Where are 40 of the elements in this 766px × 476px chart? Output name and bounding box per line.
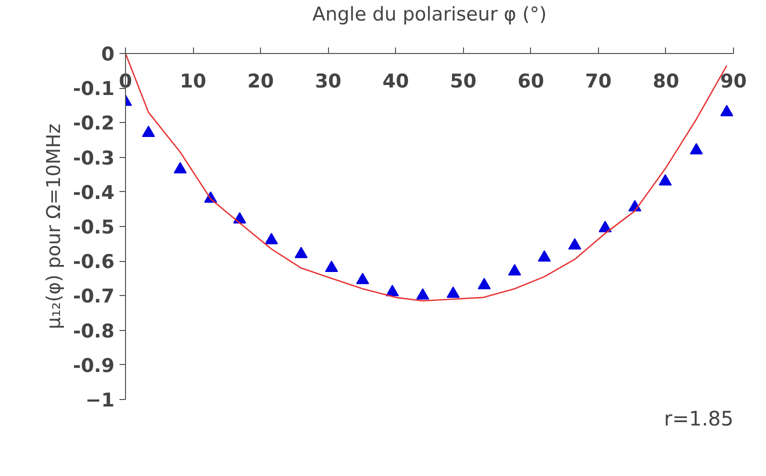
point [568,238,582,250]
x-axis-title: Angle du polariseur φ (°) [312,4,547,26]
x-tick-label: 10 [180,70,206,92]
point [508,264,522,276]
x-tick-label: 80 [652,70,680,92]
x-tick-label: 20 [247,70,274,92]
x-tick-label: 40 [382,70,409,92]
point [720,104,734,116]
x-tick-label: 90 [720,70,747,92]
point [690,142,703,154]
y-axis-title: μ₁₂(φ) pour Ω=10MHz [42,124,65,330]
y-tick-label: -0.3 [72,147,115,170]
x-tick-label: 50 [450,70,477,92]
point [142,126,155,138]
point [325,260,338,272]
y-tick-label: -0.1 [72,78,115,100]
y-tick-label: -0.6 [72,251,115,274]
point [598,220,612,232]
x-tick-label: 70 [585,70,612,92]
point [264,232,278,244]
y-tick-label: -0.2 [72,112,115,135]
point [478,278,491,290]
y-tick-label: −1 [85,390,114,412]
point [174,162,187,174]
text: r=1.85 [664,406,734,430]
x-tick-label: 60 [518,70,544,92]
y-tick-label: -0.7 [72,286,115,308]
point [294,246,308,258]
point [446,286,460,298]
point [658,174,672,186]
point [356,272,370,284]
point [538,250,551,262]
point [416,288,430,300]
point [386,284,399,296]
y-tick-label: -0.5 [72,216,115,238]
x-tick-label: 30 [314,70,342,92]
y-tick-label: -0.8 [72,320,115,342]
y-tick-label: -0.9 [72,354,115,377]
y-tick-label: -0.4 [72,182,115,204]
y-tick-label: 0 [101,44,115,66]
